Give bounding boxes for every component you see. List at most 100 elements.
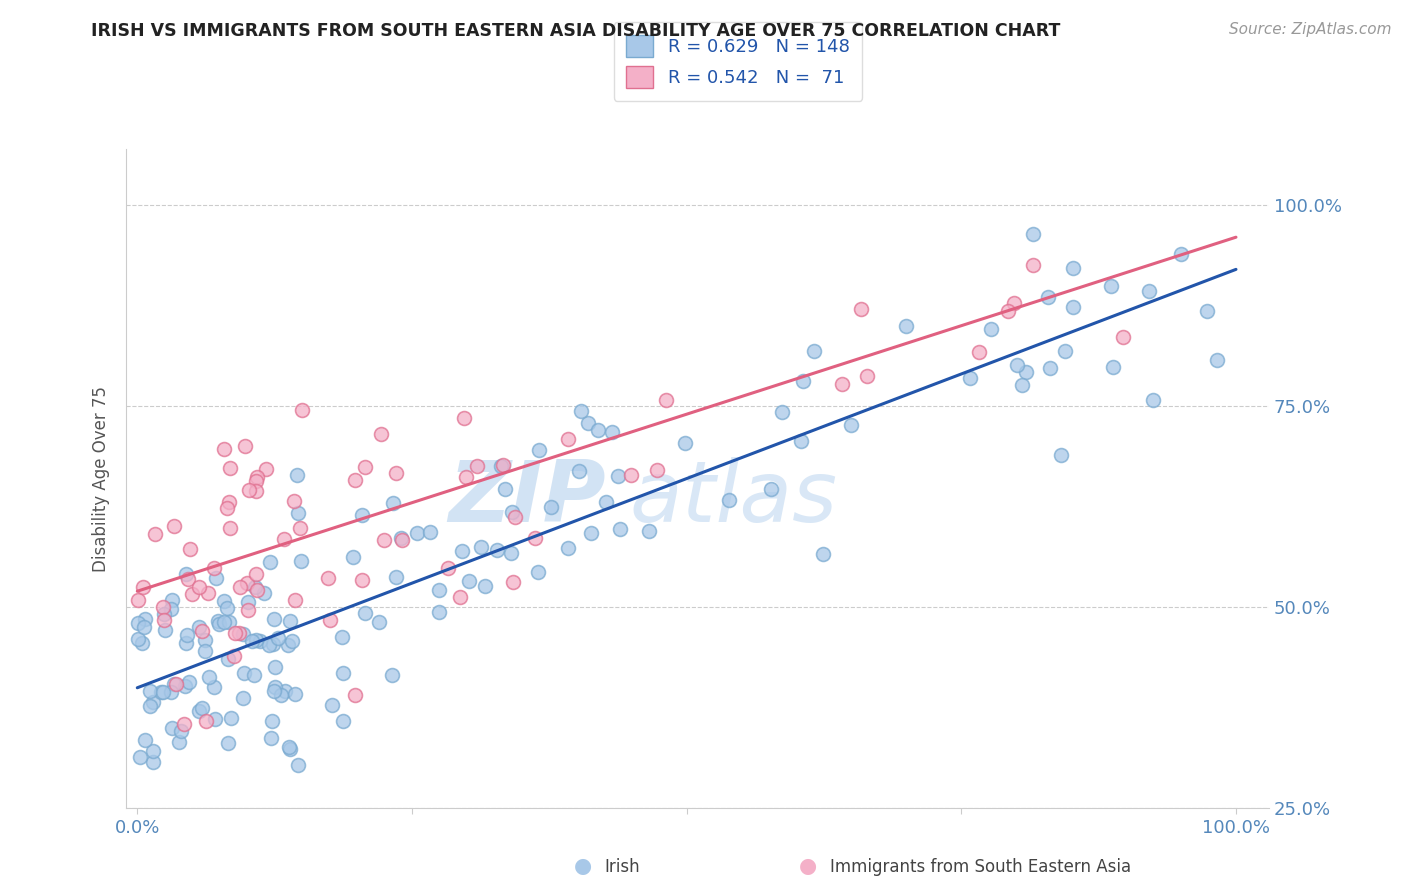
Point: [162, 592, 184, 607]
Point: [165, 864, 187, 879]
Point: [1036, 290, 1059, 304]
Point: [373, 533, 395, 548]
Point: [188, 620, 211, 634]
Point: [486, 542, 509, 557]
Point: [406, 526, 429, 541]
Point: [260, 714, 283, 729]
Point: [354, 460, 377, 475]
Point: [177, 572, 200, 586]
Point: [287, 507, 309, 521]
Point: [245, 475, 267, 489]
Point: [134, 620, 156, 634]
Point: [569, 404, 592, 418]
Point: [1005, 358, 1028, 372]
Point: [1137, 284, 1160, 298]
Point: [270, 688, 292, 702]
Point: [368, 615, 391, 630]
Point: [1112, 330, 1135, 344]
Point: [263, 683, 285, 698]
Point: [527, 443, 550, 458]
Point: [232, 690, 254, 705]
Point: [167, 734, 190, 748]
Point: [245, 566, 267, 581]
Point: [384, 570, 406, 584]
Point: [291, 403, 314, 417]
Point: [602, 425, 624, 439]
Point: [160, 602, 183, 616]
Point: [458, 574, 481, 589]
Point: [142, 744, 165, 758]
Point: [453, 411, 475, 425]
Point: [997, 304, 1019, 318]
Point: [370, 427, 392, 442]
Point: [1039, 360, 1062, 375]
Point: [163, 518, 186, 533]
Point: [131, 636, 153, 650]
Point: [342, 550, 364, 565]
Point: [212, 593, 235, 607]
Point: [264, 680, 287, 694]
Point: [638, 524, 661, 539]
Point: [381, 668, 404, 682]
Point: [1022, 227, 1045, 242]
Point: [586, 424, 609, 438]
Point: [160, 722, 183, 736]
Point: [1062, 261, 1084, 276]
Point: [609, 522, 631, 536]
Point: [427, 582, 450, 597]
Point: [174, 679, 197, 693]
Text: Source: ZipAtlas.com: Source: ZipAtlas.com: [1229, 22, 1392, 37]
Point: [855, 369, 877, 384]
Point: [527, 565, 550, 579]
Point: [173, 716, 195, 731]
Text: ZIP: ZIP: [449, 457, 606, 540]
Point: [287, 758, 309, 772]
Point: [253, 586, 276, 600]
Point: [389, 531, 412, 545]
Point: [229, 581, 252, 595]
Point: [179, 541, 201, 556]
Point: [236, 595, 259, 609]
Point: [352, 574, 374, 588]
Point: [645, 463, 668, 477]
Point: [202, 560, 225, 574]
Point: [128, 750, 150, 764]
Point: [350, 508, 373, 522]
Point: [163, 677, 186, 691]
Point: [501, 546, 523, 560]
Point: [188, 581, 211, 595]
Text: Immigrants from South Eastern Asia: Immigrants from South Eastern Asia: [830, 858, 1130, 876]
Point: [1099, 279, 1122, 293]
Point: [1197, 304, 1219, 318]
Point: [1015, 365, 1038, 379]
Point: [224, 626, 246, 640]
Point: [437, 561, 460, 575]
Point: [238, 603, 260, 617]
Point: [260, 731, 283, 745]
Point: [321, 698, 343, 712]
Point: [280, 614, 302, 628]
Point: [344, 689, 367, 703]
Point: [894, 318, 917, 333]
Point: [181, 587, 204, 601]
Point: [1062, 300, 1084, 314]
Point: [232, 666, 254, 681]
Point: [595, 495, 617, 509]
Point: [194, 633, 217, 648]
Point: [212, 615, 235, 630]
Point: [454, 470, 477, 484]
Point: [131, 581, 153, 595]
Point: [236, 575, 259, 590]
Point: [170, 723, 193, 738]
Y-axis label: Disability Age Over 75: Disability Age Over 75: [93, 385, 110, 572]
Point: [134, 733, 156, 747]
Point: [353, 606, 375, 620]
Point: [215, 600, 238, 615]
Point: [1170, 247, 1192, 261]
Point: [127, 632, 149, 646]
Point: [246, 582, 269, 597]
Point: [263, 612, 285, 626]
Legend: R = 0.629   N = 148, R = 0.542   N =  71: R = 0.629 N = 148, R = 0.542 N = 71: [613, 22, 862, 101]
Point: [152, 685, 174, 699]
Point: [218, 495, 240, 509]
